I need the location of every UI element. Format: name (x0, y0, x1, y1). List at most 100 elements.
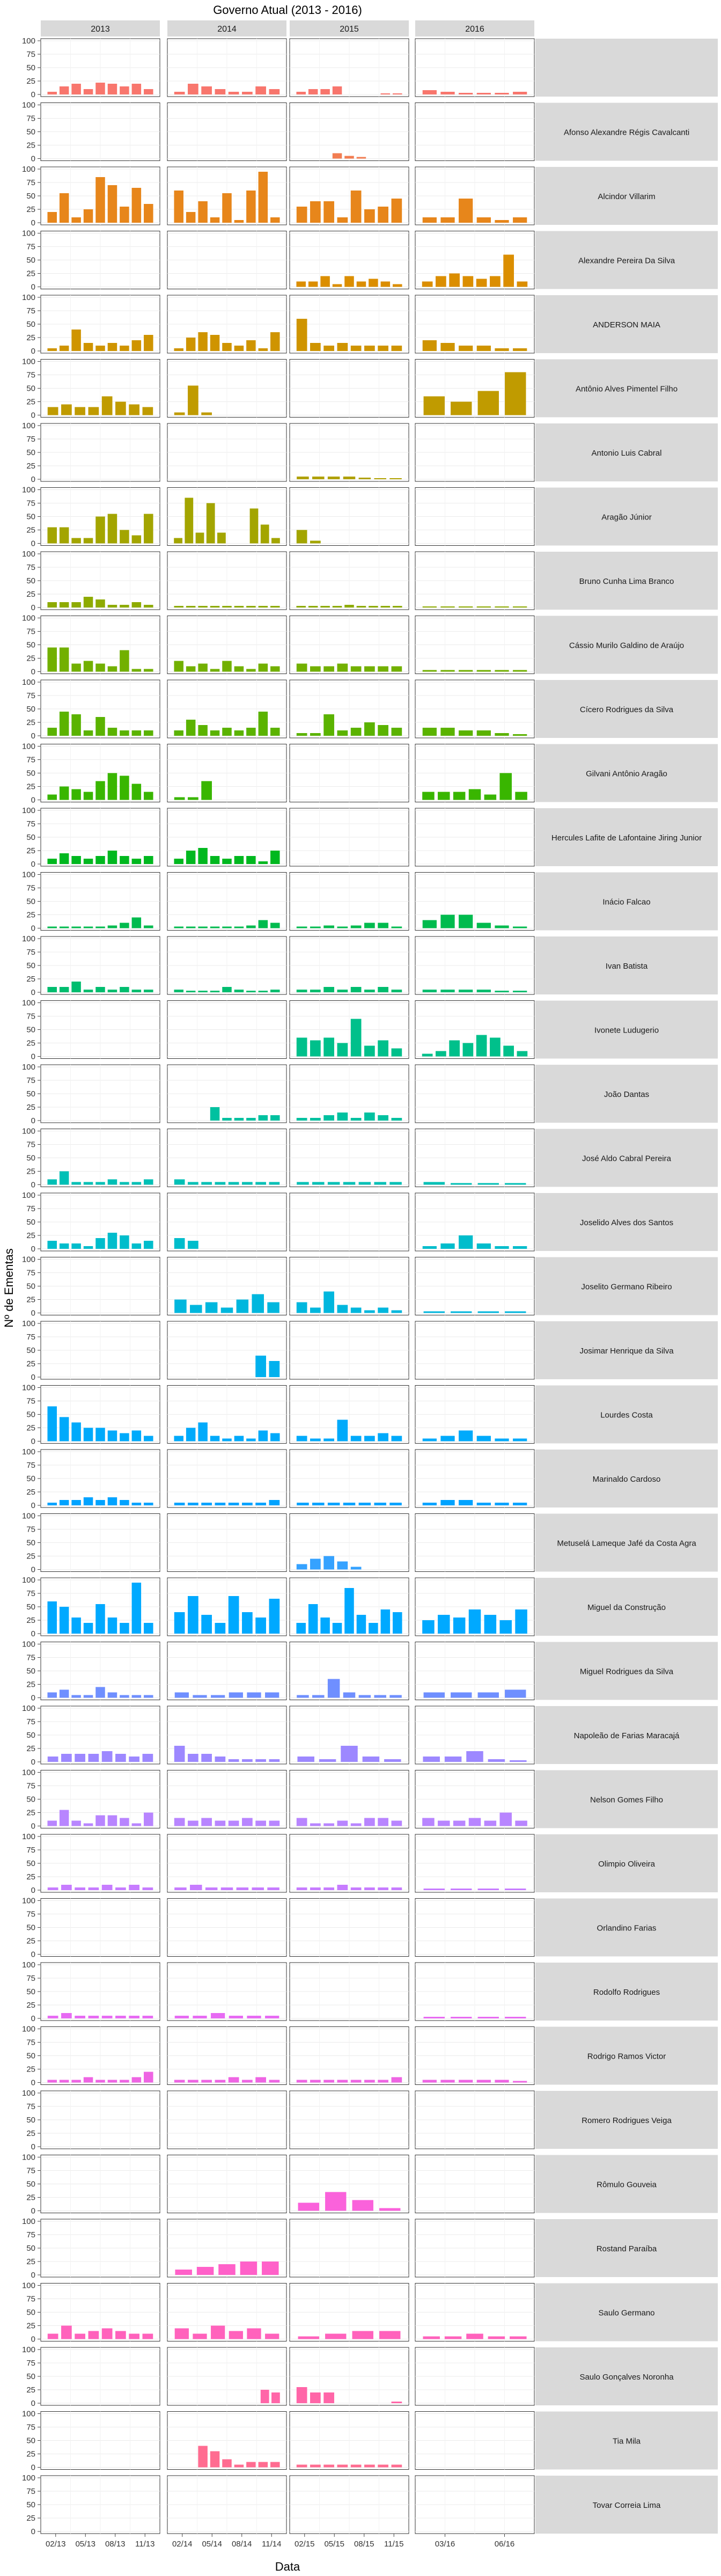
bar (337, 1113, 348, 1121)
facet-row-strip (535, 808, 718, 866)
bar (255, 1820, 266, 1826)
bar (129, 1885, 139, 1890)
bar (364, 923, 375, 928)
y-tick-label: 50 (26, 1218, 35, 1227)
bar (234, 220, 244, 223)
bar (120, 775, 129, 800)
y-axis-label: Nº de Ementas (2, 1248, 16, 1327)
y-tick-label: 50 (26, 1282, 35, 1291)
bar (101, 1885, 113, 1890)
bar (391, 1887, 402, 1890)
bar (47, 212, 57, 223)
bar (47, 1241, 57, 1249)
bar (210, 926, 220, 928)
bar (95, 663, 105, 672)
bar (422, 1438, 437, 1441)
bar (352, 2331, 373, 2339)
bar (270, 606, 280, 608)
bar (107, 1430, 117, 1441)
bar (198, 201, 208, 223)
bar (476, 1503, 491, 1505)
bar (47, 407, 58, 415)
bar (332, 86, 342, 94)
bar (440, 990, 455, 992)
bar (228, 1182, 239, 1185)
facet-row-label: Antônio Alves Pimentel Filho (576, 385, 678, 394)
bar (47, 1503, 57, 1505)
bar (296, 990, 307, 992)
bar (270, 2462, 280, 2468)
bar (495, 93, 509, 94)
bar (344, 1588, 354, 1634)
bar (270, 332, 280, 351)
bar (343, 1182, 356, 1185)
y-tick-label: 50 (26, 192, 35, 201)
bar (476, 670, 491, 672)
y-tick-label: 75 (26, 1461, 35, 1470)
bar (422, 1246, 437, 1249)
bar (206, 503, 215, 544)
bar (515, 1820, 527, 1826)
facet-column-strip (41, 20, 160, 36)
bar (310, 666, 321, 672)
facet-row-strip (535, 2091, 718, 2149)
y-tick-label: 75 (26, 1397, 35, 1406)
bar (131, 1503, 142, 1505)
y-tick-label: 100 (22, 678, 35, 687)
x-tick-label: 03/16 (435, 2540, 455, 2549)
y-tick-label: 75 (26, 1076, 35, 1085)
bar (95, 516, 105, 544)
bar (144, 792, 153, 800)
bar (477, 2017, 499, 2018)
y-tick-label: 25 (26, 333, 35, 342)
bar (459, 990, 473, 992)
facet-row-strip (535, 1321, 718, 1379)
bar (350, 728, 362, 736)
y-tick-label: 100 (22, 2473, 35, 2483)
bar (312, 477, 325, 479)
facet-row-label: ANDERSON MAIA (593, 320, 660, 330)
bar (332, 284, 342, 287)
bar (144, 1179, 153, 1185)
facet-row-strip (535, 1578, 718, 1636)
bar (246, 191, 256, 223)
bar (308, 89, 318, 94)
y-tick-label: 100 (22, 1576, 35, 1585)
bar (71, 217, 81, 223)
bar (247, 2328, 261, 2339)
bar (323, 2464, 334, 2468)
facet-row-strip (535, 1642, 718, 1700)
bar (364, 1310, 375, 1313)
bar (242, 92, 253, 94)
bar (47, 92, 57, 94)
y-tick-label: 50 (26, 1987, 35, 1996)
facet-row-label: Olimpio Oliveira (598, 1860, 656, 1869)
bar (174, 1887, 187, 1890)
facet-row-label: Josimar Henrique da Silva (579, 1346, 674, 1356)
bar (320, 1618, 330, 1634)
bar (131, 188, 142, 223)
bar (242, 1182, 253, 1185)
bar (174, 1612, 185, 1634)
facet-row-strip (535, 680, 718, 738)
y-tick-label: 0 (31, 218, 35, 228)
bar (198, 725, 208, 736)
y-tick-label: 25 (26, 1744, 35, 1753)
y-tick-label: 100 (22, 1447, 35, 1457)
y-tick-label: 50 (26, 1667, 35, 1676)
bar (296, 530, 307, 544)
bar (327, 477, 340, 479)
bar (391, 2402, 402, 2403)
bar (296, 1818, 307, 1826)
y-tick-label: 25 (26, 526, 35, 535)
bar (310, 990, 321, 992)
bar (269, 1182, 280, 1185)
bar (389, 478, 402, 479)
bar (47, 2333, 58, 2339)
bar (210, 669, 220, 672)
y-tick-label: 25 (26, 2385, 35, 2395)
bar (190, 1885, 202, 1890)
bar (258, 2462, 268, 2468)
y-tick-label: 50 (26, 1539, 35, 1548)
bar (195, 532, 204, 544)
